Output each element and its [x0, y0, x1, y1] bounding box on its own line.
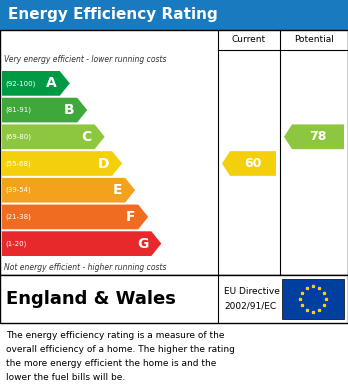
Bar: [282, 279, 344, 319]
Polygon shape: [2, 124, 105, 149]
Text: G: G: [137, 237, 148, 251]
Polygon shape: [222, 151, 276, 176]
Text: (21-38): (21-38): [5, 213, 31, 220]
Polygon shape: [2, 178, 135, 203]
Polygon shape: [284, 124, 344, 149]
Text: Potential: Potential: [294, 36, 334, 45]
Text: the more energy efficient the home is and the: the more energy efficient the home is an…: [6, 359, 216, 368]
Text: F: F: [126, 210, 135, 224]
Polygon shape: [2, 71, 70, 96]
Bar: [0, 0, 348, 30]
Text: E: E: [113, 183, 122, 197]
Text: Energy Efficiency Rating: Energy Efficiency Rating: [8, 7, 218, 23]
Text: Very energy efficient - lower running costs: Very energy efficient - lower running co…: [4, 56, 166, 65]
Text: (92-100): (92-100): [5, 80, 35, 87]
Polygon shape: [2, 151, 122, 176]
Text: D: D: [97, 156, 109, 170]
Text: (55-68): (55-68): [5, 160, 31, 167]
Text: England & Wales: England & Wales: [6, 290, 176, 308]
Polygon shape: [2, 231, 161, 256]
Text: B: B: [64, 103, 74, 117]
Text: 78: 78: [309, 130, 327, 143]
Text: 2002/91/EC: 2002/91/EC: [224, 302, 276, 311]
Polygon shape: [2, 98, 87, 122]
Text: Not energy efficient - higher running costs: Not energy efficient - higher running co…: [4, 262, 166, 271]
Bar: [0, 275, 348, 323]
Text: C: C: [81, 130, 92, 144]
Text: overall efficiency of a home. The higher the rating: overall efficiency of a home. The higher…: [6, 345, 235, 354]
Text: Current: Current: [232, 36, 266, 45]
Text: 60: 60: [244, 157, 262, 170]
Text: (39-54): (39-54): [5, 187, 31, 194]
Text: (1-20): (1-20): [5, 240, 26, 247]
Text: A: A: [46, 76, 57, 90]
Text: The energy efficiency rating is a measure of the: The energy efficiency rating is a measur…: [6, 331, 224, 340]
Text: lower the fuel bills will be.: lower the fuel bills will be.: [6, 373, 125, 382]
Text: (81-91): (81-91): [5, 107, 31, 113]
Text: EU Directive: EU Directive: [224, 287, 280, 296]
Text: (69-80): (69-80): [5, 134, 31, 140]
Bar: [0, 30, 348, 275]
Polygon shape: [2, 204, 148, 229]
